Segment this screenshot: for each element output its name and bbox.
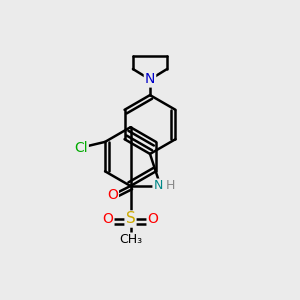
Text: N: N: [153, 179, 163, 193]
Text: O: O: [148, 212, 158, 226]
Text: CH₃: CH₃: [119, 233, 142, 247]
Text: O: O: [103, 212, 113, 226]
Text: Cl: Cl: [74, 141, 88, 154]
Text: S: S: [126, 212, 135, 226]
Text: N: N: [145, 73, 155, 86]
Text: O: O: [107, 188, 118, 202]
Text: H: H: [166, 179, 175, 193]
